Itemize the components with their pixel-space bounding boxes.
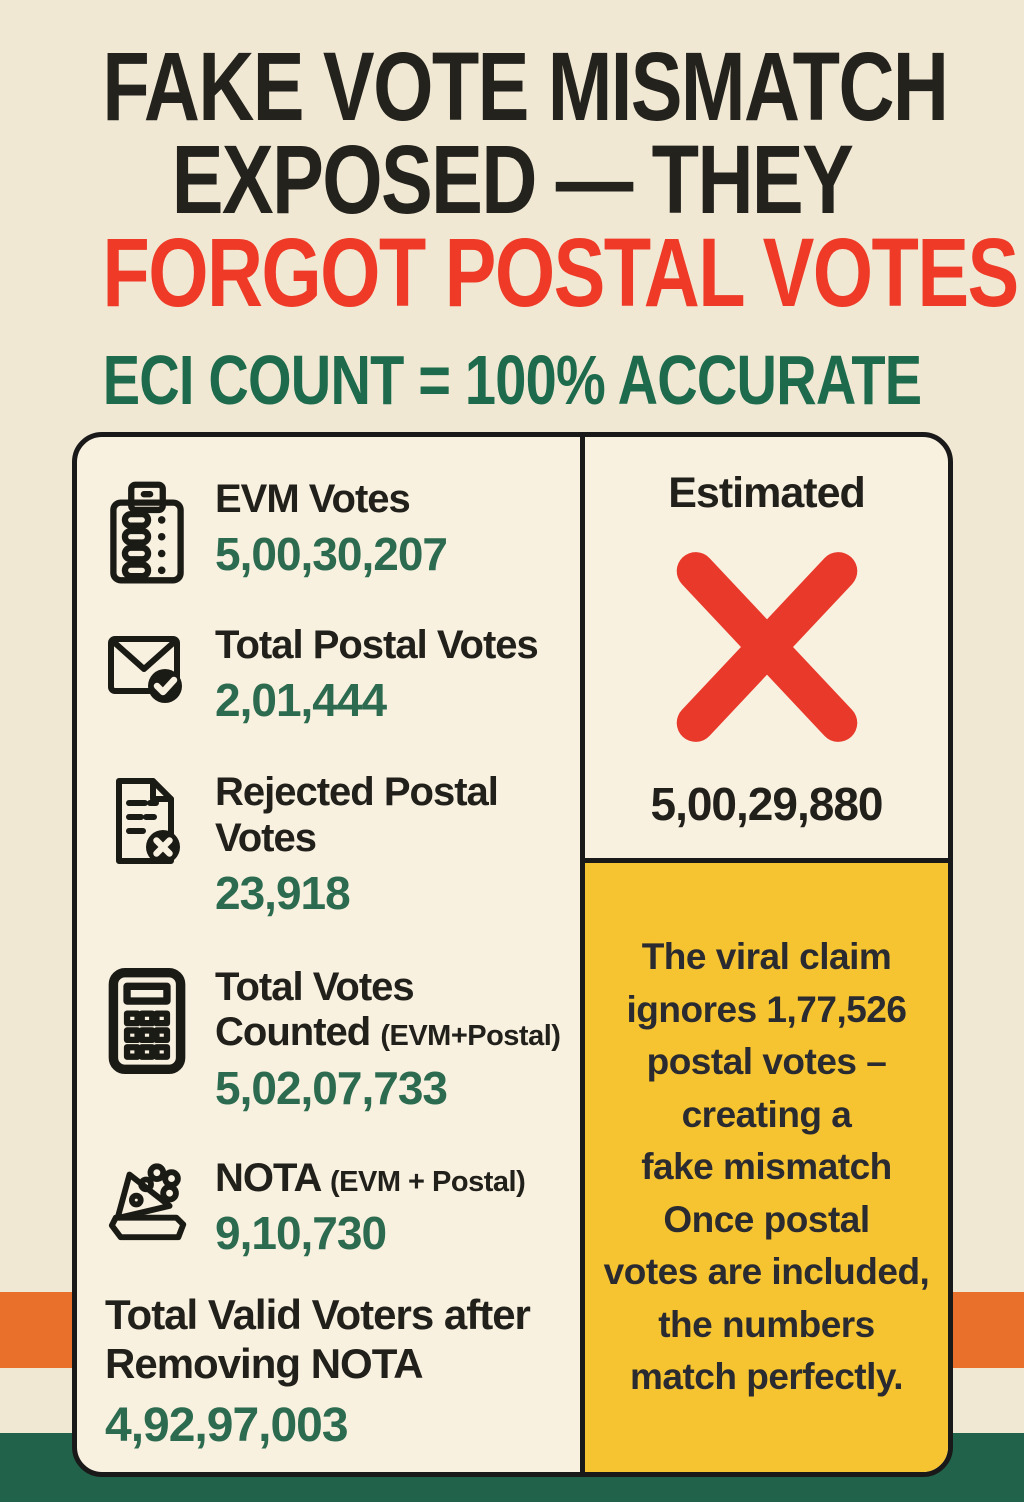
stat-label: NOTA (EVM + Postal) (215, 1155, 526, 1200)
stat-row-nota: NOTA (EVM + Postal) 9,10,730 (105, 1156, 562, 1257)
red-cross-icon (648, 532, 886, 767)
headline-line-1: FAKE VOTE MISMATCH (102, 32, 949, 141)
stat-row-rejected-postal-votes: Rejected Postal Votes 23,918 (105, 770, 562, 917)
stat-label: Rejected Postal Votes (215, 770, 499, 860)
headline-line-3: FORGOT POSTAL VOTES! (102, 218, 1024, 328)
estimated-label: Estimated (668, 469, 866, 517)
stat-row-total-valid-voters: Total Valid Voters after Removing NOTA 4… (105, 1291, 562, 1453)
headline-line-2: EXPOSED — THEY (171, 125, 854, 235)
stat-label: Total Valid Voters after Removing NOTA (105, 1291, 531, 1387)
stat-label: Total Postal Votes (215, 623, 539, 667)
stat-label: Total Votes Counted (EVM+Postal) (215, 965, 561, 1055)
estimated-column: Estimated 5,00,29,880 The viral claim ig… (580, 437, 948, 1472)
nota-icon (105, 1158, 189, 1246)
stat-row-total-votes-counted: Total Votes Counted (EVM+Postal) 5,02,07… (105, 965, 562, 1112)
official-counts-column: EVM Votes 5,00,30,207 Total Postal Votes… (77, 437, 580, 1472)
stat-value: 4,92,97,003 (105, 1398, 349, 1452)
stats-card: EVM Votes 5,00,30,207 Total Postal Votes… (72, 432, 953, 1477)
rejected-ballot-icon (105, 772, 189, 870)
stat-label-suffix: (EVM + Postal) (330, 1165, 526, 1198)
stat-row-total-postal-votes: Total Postal Votes 2,01,444 (105, 623, 562, 724)
estimated-section: Estimated 5,00,29,880 (585, 437, 948, 858)
evm-machine-icon (105, 479, 189, 585)
stat-value: 23,918 (215, 866, 351, 919)
stat-value: 5,02,07,733 (215, 1061, 448, 1114)
stat-row-evm-votes: EVM Votes 5,00,30,207 (105, 477, 562, 585)
headline-subtitle: ECI COUNT = 100% ACCURATE (102, 341, 922, 420)
stat-value: 9,10,730 (215, 1207, 387, 1260)
stat-value: 5,00,30,207 (215, 528, 448, 581)
stat-value: 2,01,444 (215, 674, 387, 727)
stat-label: EVM Votes (215, 477, 411, 521)
calculator-icon (105, 967, 189, 1075)
claim-note-panel: The viral claim ignores 1,77,526 postal … (585, 858, 948, 1472)
postal-envelope-icon (105, 625, 189, 715)
headline-block: FAKE VOTE MISMATCH EXPOSED — THEY FORGOT… (0, 32, 1024, 420)
estimated-value: 5,00,29,880 (650, 778, 883, 830)
claim-note-text: The viral claim ignores 1,77,526 postal … (603, 936, 930, 1398)
stat-label-suffix: (EVM+Postal) (380, 1020, 561, 1053)
